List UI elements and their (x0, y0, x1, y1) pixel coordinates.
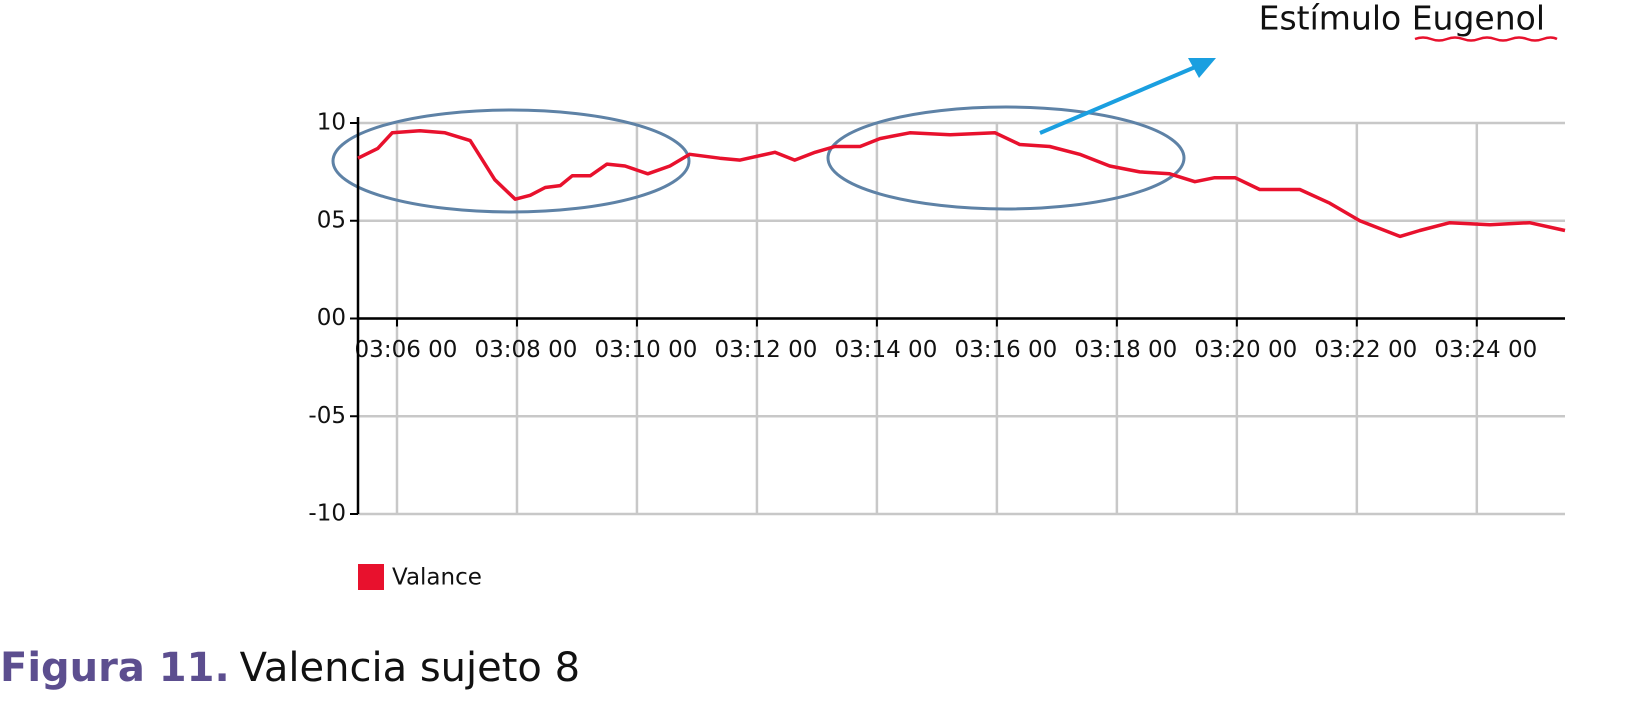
x-tick-label: 03:10 00 (595, 337, 698, 363)
x-tick-label: 03:16 00 (954, 337, 1057, 363)
data-line (357, 129, 1566, 239)
annotation: Estímulo Eugenol (1259, 0, 1545, 38)
x-tick-label: 03:14 00 (834, 337, 937, 363)
highlight-ellipse (826, 105, 1186, 211)
y-tick-label: 10 (317, 110, 346, 136)
y-tick-label: -10 (308, 501, 346, 527)
x-tick-label: 03:12 00 (714, 337, 817, 363)
caption-label: Figura 11. (0, 645, 230, 691)
legend-swatch (358, 564, 384, 590)
x-tick-label: 03:22 00 (1314, 337, 1417, 363)
spell-underline (1414, 36, 1558, 42)
y-tick-label: -05 (308, 403, 346, 429)
arrow-head (1188, 58, 1216, 78)
caption-text: Valencia sujeto 8 (240, 645, 580, 691)
highlight-ellipse (331, 108, 691, 214)
x-tick-label: 03:08 00 (475, 337, 578, 363)
x-tick-label: 03:18 00 (1074, 337, 1177, 363)
y-tick-label: 05 (317, 207, 346, 233)
x-tick-label: 03:24 00 (1434, 337, 1537, 363)
arrow (1039, 63, 1201, 135)
caption: Figura 11. Valencia sujeto 8 (0, 645, 580, 691)
legend-label: Valance (392, 565, 482, 591)
x-tick-label: 03:20 00 (1194, 337, 1297, 363)
y-tick-label: 00 (317, 305, 346, 331)
x-tick-label: 03:06 00 (355, 337, 458, 363)
